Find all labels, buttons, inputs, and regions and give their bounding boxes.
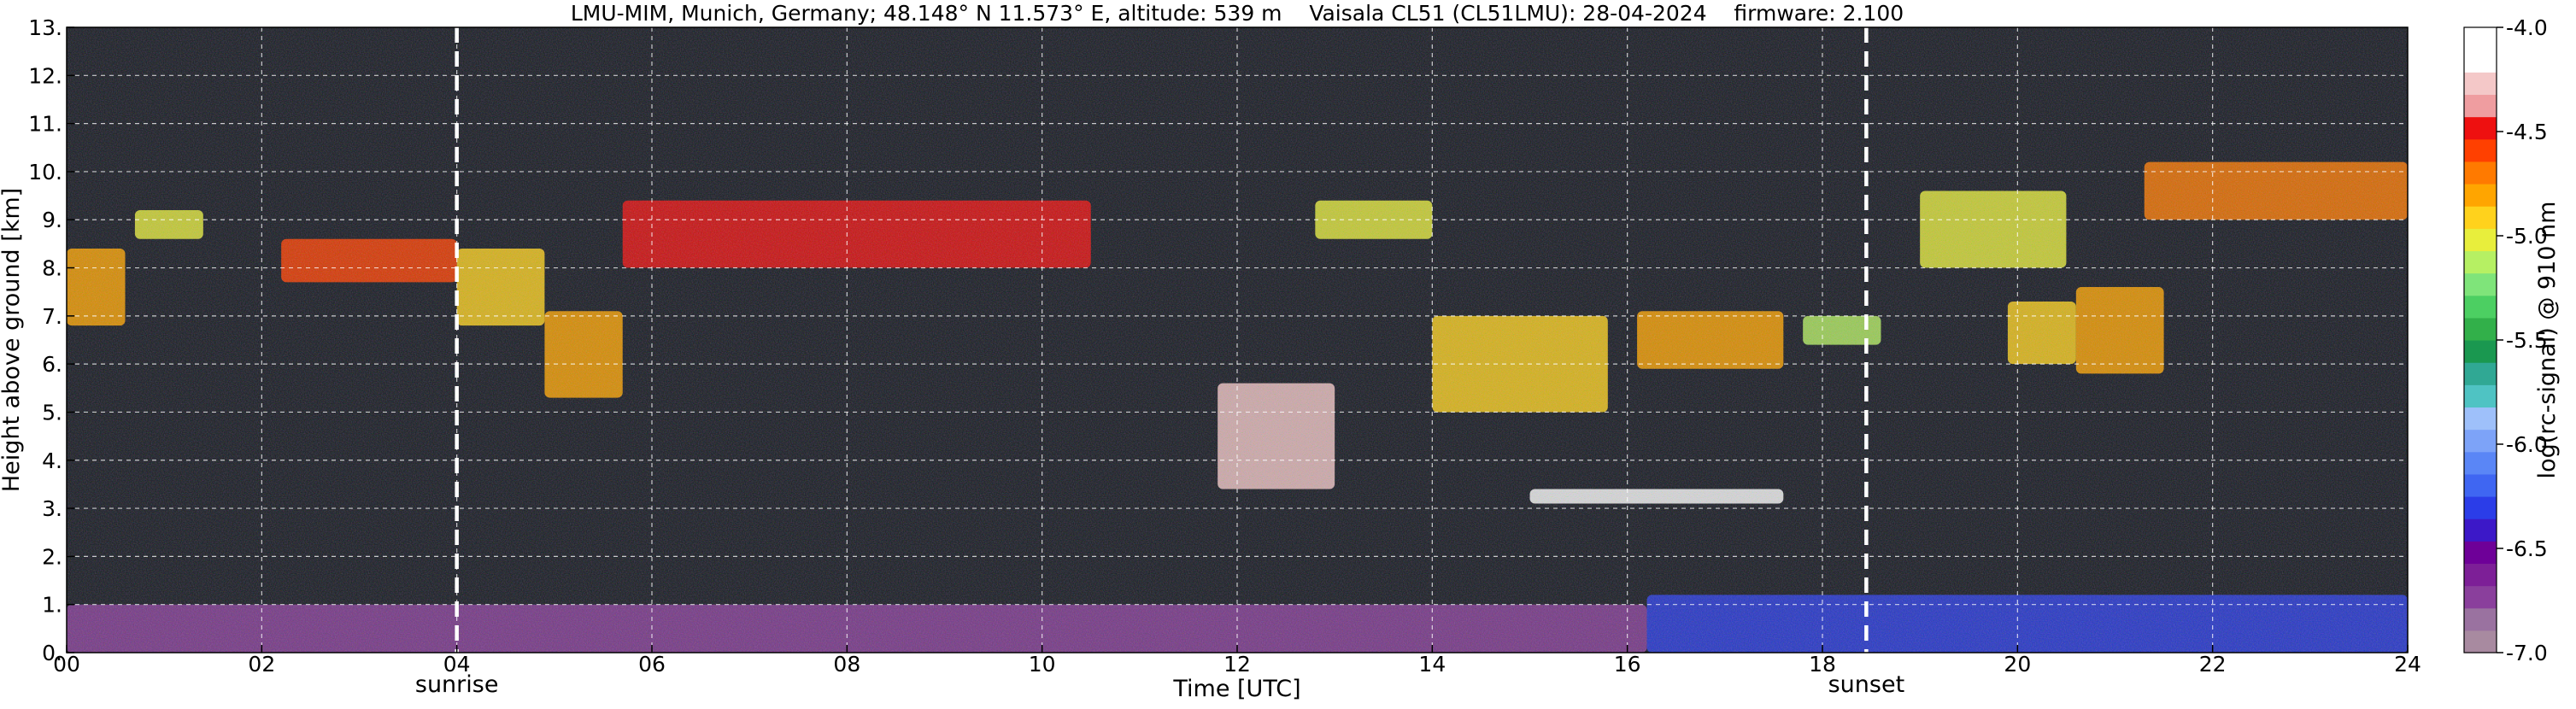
colorbar-segment-7	[2464, 473, 2497, 497]
x-tick-label-3: 06	[638, 652, 666, 677]
y-tick-label-2: 2.	[42, 544, 62, 569]
x-tick-label-8: 16	[1614, 652, 1641, 677]
x-tick-label-12: 24	[2394, 652, 2421, 677]
colorbar-segment-5	[2464, 519, 2497, 542]
colorbar-segment-3	[2464, 563, 2497, 587]
colorbar-tick-label-2: -6.0	[2506, 432, 2548, 457]
x-tick-label-5: 10	[1029, 652, 1056, 677]
y-tick-label-6: 6.	[42, 352, 62, 377]
y-tick-label-4: 4.	[42, 448, 62, 473]
colorbar-tick-label-5: -4.5	[2506, 120, 2548, 144]
marker-label-sunset: sunset	[1828, 671, 1905, 698]
colorbar-segment-22	[2464, 138, 2497, 162]
y-tick-label-7: 7.	[42, 304, 62, 329]
y-tick-label-1: 1.	[42, 593, 62, 618]
colorbar-label: log(rc-signal) @ 910 nm	[2534, 202, 2561, 479]
x-tick-label-0: 00	[53, 652, 80, 677]
x-tick-label-2: 04	[443, 652, 471, 677]
x-tick-label-7: 14	[1418, 652, 1446, 677]
x-tick-label-11: 22	[2199, 652, 2227, 677]
colorbar-segment-11	[2464, 384, 2497, 408]
colorbar-segment-2	[2464, 585, 2497, 609]
colorbar-segment-27	[2464, 27, 2497, 50]
marker-label-sunrise: sunrise	[415, 671, 499, 698]
colorbar-segment-24	[2464, 94, 2497, 118]
y-tick-label-5: 5.	[42, 400, 62, 425]
colorbar-segment-18	[2464, 228, 2497, 252]
colorbar-tick-label-3: -5.5	[2506, 328, 2548, 353]
colorbar-tick-label-0: -7.0	[2506, 641, 2548, 665]
y-tick-label-3: 3.	[42, 496, 62, 521]
x-tick-label-4: 08	[833, 652, 860, 677]
colorbar: -7.0 -6.5 -6.0 -5.5 -5.0 -4.5 -4.0	[2463, 15, 2548, 665]
colorbar-segment-13	[2464, 340, 2497, 363]
colorbar-segment-23	[2464, 116, 2497, 140]
y-tick-label-0: 0.	[42, 641, 62, 665]
colorbar-tick-label-6: -4.0	[2506, 15, 2548, 40]
y-tick-label-8: 8.	[42, 256, 62, 281]
colorbar-segment-10	[2464, 407, 2497, 431]
x-axis: 00 02 04 06 08 10 12 14 16 18 20 22 24	[53, 645, 2421, 677]
colorbar-segment-26	[2464, 50, 2497, 73]
y-tick-label-12: 12.	[28, 63, 62, 88]
colorbar-tick-label-1: -6.5	[2506, 536, 2548, 561]
y-axis: 0. 1. 2. 3. 4. 5. 6. 7. 8. 9. 10. 11. 12. 13.	[28, 15, 74, 665]
x-tick-label-10: 20	[2004, 652, 2031, 677]
colorbar-segment-15	[2464, 295, 2497, 319]
colorbar-segment-14	[2464, 317, 2497, 341]
sun-markers: sunrise sunset	[415, 27, 1904, 698]
x-tick-label-1: 02	[248, 652, 275, 677]
colorbar-segment-12	[2464, 362, 2497, 385]
colorbar-segment-1	[2464, 607, 2497, 631]
y-tick-label-13: 13.	[28, 15, 62, 40]
colorbar-segment-8	[2464, 451, 2497, 475]
y-axis-label: Height above ground [km]	[0, 188, 25, 492]
colorbar-segment-4	[2464, 541, 2497, 565]
colorbar-segment-17	[2464, 250, 2497, 274]
colorbar-segment-16	[2464, 272, 2497, 296]
chart-title: LMU-MIM, Munich, Germany; 48.148° N 11.5…	[571, 1, 1904, 26]
colorbar-tick-label-4: -5.0	[2506, 224, 2548, 249]
colorbar-segment-6	[2464, 496, 2497, 519]
colorbar-segment-20	[2464, 184, 2497, 207]
y-tick-label-10: 10.	[28, 160, 62, 185]
x-tick-label-6: 12	[1223, 652, 1251, 677]
colorbar-segment-21	[2464, 161, 2497, 185]
y-tick-label-11: 11.	[28, 112, 62, 137]
colorbar-segment-9	[2464, 429, 2497, 453]
x-tick-label-9: 18	[1809, 652, 1836, 677]
colorbar-segment-19	[2464, 206, 2497, 229]
grid-lines	[67, 27, 2408, 653]
colorbar-segment-25	[2464, 72, 2497, 96]
colorbar-segment-0	[2464, 630, 2497, 653]
x-axis-label: Time [UTC]	[1172, 676, 1300, 702]
y-tick-label-9: 9.	[42, 208, 62, 232]
